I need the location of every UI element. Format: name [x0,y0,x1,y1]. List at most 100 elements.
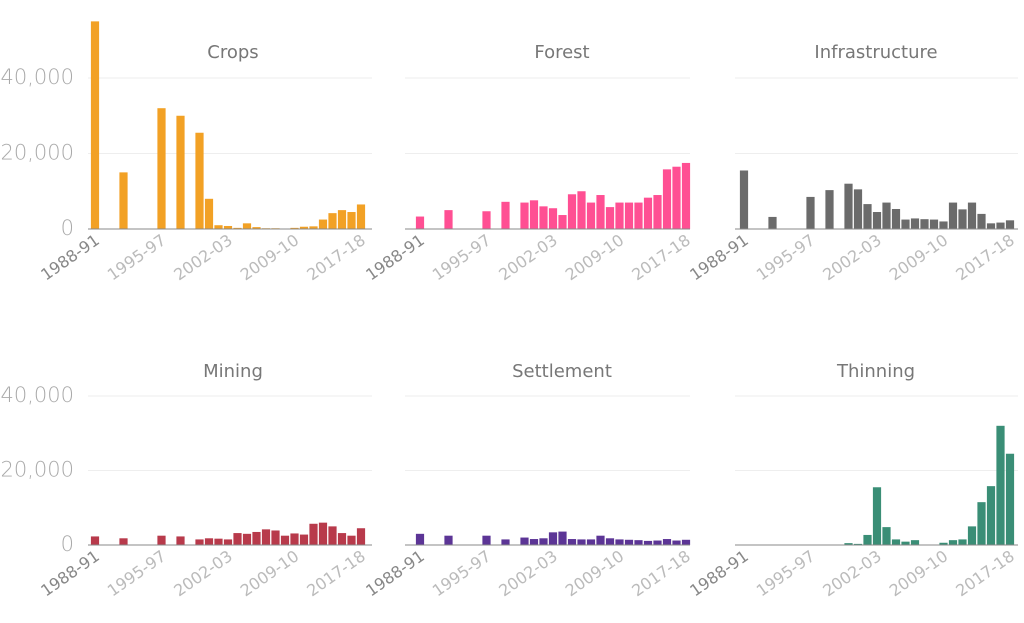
bar [967,202,977,229]
bar [605,207,615,229]
bar [891,539,901,545]
bar [681,162,691,229]
bar [558,215,567,229]
bar [337,533,347,545]
bar [672,166,681,229]
x-tick-label: 2002-03 [819,230,885,284]
x-tick-label: 2002-03 [170,230,236,284]
bar [596,535,605,545]
bar [825,190,834,229]
x-tick-label: 1995-97 [104,546,170,600]
bar [328,526,337,545]
bar [157,535,166,545]
x-tick-label: 1988-91 [362,546,428,600]
bar [615,539,624,545]
panel-title: Mining [203,361,263,382]
bar [290,227,299,229]
x-tick-label: 1995-97 [753,546,819,600]
bar [662,539,672,545]
bar [444,535,453,545]
bar [539,206,548,229]
bar [242,223,252,229]
bar [643,197,653,229]
bar [214,538,223,545]
bar [891,208,901,229]
bar [901,541,910,545]
bar [977,213,986,229]
bar [882,202,891,229]
bar [615,202,624,229]
bar [872,212,882,229]
y-tick-label: 40,000 [1,383,74,407]
bar [520,202,529,229]
x-tick-label: 2017-18 [303,546,369,600]
bar [929,219,939,229]
bar [643,540,653,545]
bar [853,189,863,229]
bar [558,531,567,545]
y-tick-label: 20,000 [1,458,74,482]
bar [90,536,100,545]
panel-title: Crops [207,42,258,63]
bar [662,169,672,229]
bar [548,532,558,545]
bar [739,170,749,229]
bar [520,537,529,545]
panel-title: Infrastructure [814,42,937,63]
x-tick-label: 1988-91 [686,546,752,600]
bar [548,208,558,229]
bar [204,198,214,229]
bar [653,540,662,545]
x-tick-label: 1988-91 [686,230,752,284]
bar [977,502,986,545]
bar [415,533,425,545]
bar [958,209,967,229]
bar [347,212,356,229]
bar [233,227,242,229]
x-tick-label: 2017-18 [628,230,694,284]
bar [214,225,223,229]
bar [634,540,643,545]
bar [501,539,510,545]
bar [356,204,366,229]
bar [223,539,233,545]
bar [242,533,252,545]
x-tick-label: 1995-97 [429,230,495,284]
bar [681,539,691,545]
x-tick-label: 2002-03 [819,546,885,600]
bar [482,535,491,545]
panel-title: Thinning [836,361,915,382]
bar [806,196,815,229]
bar [863,534,872,545]
bar [844,543,853,545]
bar [415,216,425,229]
bar [967,526,977,545]
bar [271,530,280,545]
bar [529,200,539,229]
bar [299,534,309,545]
bar [252,531,261,545]
bar [986,223,996,229]
bar [176,536,185,545]
y-tick-label: 20,000 [1,141,74,165]
bar [337,210,347,229]
y-tick-label: 0 [61,216,74,240]
bar [939,221,948,229]
bar [157,108,166,229]
bar [1005,453,1015,545]
bar [605,538,615,545]
x-tick-label: 2017-18 [952,230,1018,284]
bar [872,487,882,545]
bar [501,201,510,229]
x-tick-label: 2009-10 [237,230,303,284]
x-tick-label: 1995-97 [429,546,495,600]
bar [996,222,1005,229]
bar [567,539,577,545]
x-tick-label: 2009-10 [562,546,628,600]
bar [768,216,777,229]
bar [844,183,853,229]
bar [624,539,634,545]
bar [347,535,356,545]
bar [204,538,214,545]
